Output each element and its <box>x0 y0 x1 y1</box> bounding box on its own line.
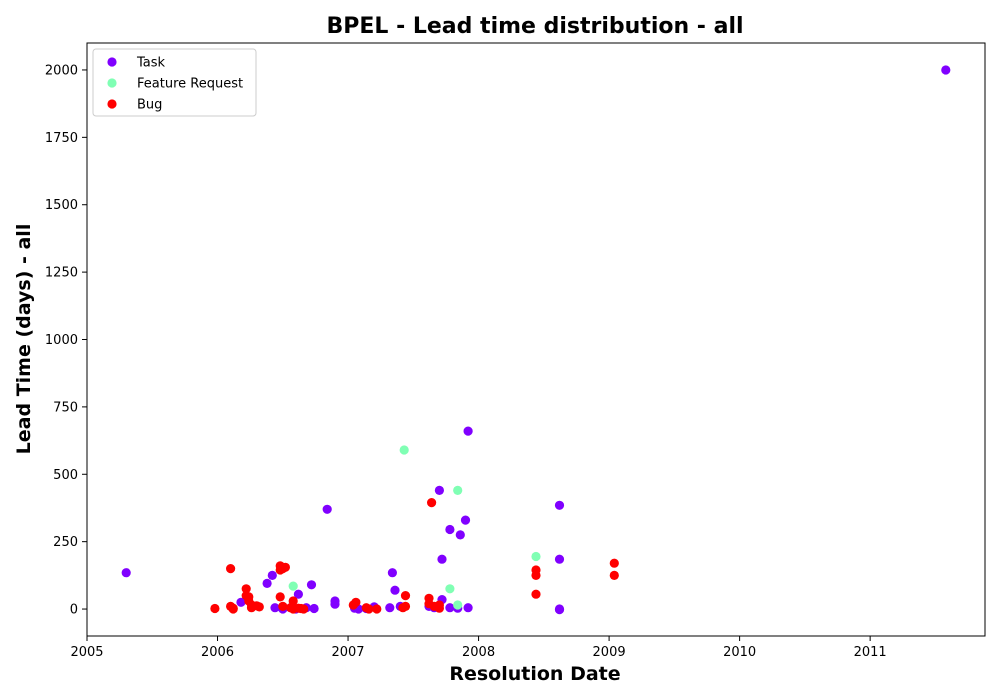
data-point <box>364 604 374 614</box>
y-tick-label: 1000 <box>45 333 78 348</box>
series-bug <box>210 498 619 614</box>
data-point <box>262 578 272 589</box>
data-point <box>330 599 340 609</box>
data-point <box>226 564 236 574</box>
data-point <box>445 603 455 613</box>
y-tick-label: 1750 <box>45 131 78 146</box>
x-axis-label: Resolution Date <box>449 663 620 685</box>
data-point <box>275 592 285 602</box>
data-point <box>437 554 447 564</box>
legend-marker <box>107 99 117 109</box>
legend-label: Task <box>136 56 166 71</box>
series-feature-request <box>288 445 541 610</box>
data-point <box>121 568 131 578</box>
legend-marker <box>107 57 117 67</box>
data-point <box>453 485 463 495</box>
data-point <box>554 605 565 615</box>
y-tick-label: 0 <box>70 603 78 618</box>
x-tick-label: 2010 <box>723 645 756 660</box>
data-point <box>293 589 303 599</box>
data-point <box>236 597 246 607</box>
data-point <box>460 515 471 525</box>
data-point <box>288 581 298 591</box>
data-point <box>351 597 361 607</box>
data-point <box>445 584 455 594</box>
plot-frame <box>86 42 986 637</box>
x-tick-label: 2009 <box>593 645 626 660</box>
x-tick-label: 2005 <box>70 645 103 660</box>
data-point <box>609 570 619 581</box>
x-tick-label: 2011 <box>854 645 887 660</box>
y-tick-label: 1250 <box>45 266 78 281</box>
x-tick-label: 2006 <box>201 645 234 660</box>
data-point <box>434 485 444 495</box>
data-point <box>385 603 395 613</box>
data-point <box>531 589 541 599</box>
data-point <box>270 603 280 613</box>
data-point <box>609 558 619 568</box>
data-point <box>254 602 264 612</box>
data-point <box>463 603 473 613</box>
axes: 2005 2006 2007 2008 2009 2010 2011 0 250 500 750 10… <box>45 42 986 660</box>
chart-title: BPEL - Lead time distribution - all <box>326 14 743 39</box>
y-tick-label: 500 <box>53 468 78 483</box>
data-point <box>400 601 411 612</box>
data-point <box>941 65 951 75</box>
data-point <box>280 562 290 572</box>
data-point <box>299 604 309 614</box>
data-point <box>445 524 455 535</box>
x-tick-label: 2008 <box>462 645 495 660</box>
data-point <box>288 596 298 606</box>
data-point <box>322 504 332 514</box>
x-tick-label: 2007 <box>331 645 364 660</box>
data-point <box>267 570 277 581</box>
data-point <box>400 591 411 601</box>
legend-marker <box>107 78 117 88</box>
data-point <box>434 600 444 610</box>
series-task <box>121 65 951 615</box>
data-point <box>244 592 254 602</box>
y-tick-label: 2000 <box>45 63 78 78</box>
y-tick-label: 250 <box>53 535 78 550</box>
data-point <box>210 603 220 614</box>
data-point <box>372 604 382 614</box>
legend-label: Bug <box>137 98 162 113</box>
data-point <box>463 426 473 436</box>
plot-area <box>121 65 951 615</box>
data-point <box>390 585 400 595</box>
data-point <box>427 498 437 508</box>
legend-label: Feature Request <box>137 77 243 92</box>
data-point <box>278 601 288 612</box>
data-point <box>554 500 565 510</box>
legend: Task Feature Request Bug <box>92 48 257 117</box>
legend-box <box>92 48 257 117</box>
y-axis-label: Lead Time (days) - all <box>13 224 35 455</box>
data-point <box>399 445 409 455</box>
data-point <box>453 600 463 610</box>
data-point <box>306 580 317 590</box>
data-point <box>531 551 541 562</box>
data-point <box>554 554 565 564</box>
data-point <box>309 603 319 614</box>
y-tick-label: 1500 <box>45 198 78 213</box>
data-point <box>241 584 251 594</box>
data-point <box>455 530 465 540</box>
data-point <box>531 570 541 581</box>
data-point <box>387 568 397 578</box>
data-point <box>228 604 238 614</box>
y-tick-label: 750 <box>53 400 78 415</box>
